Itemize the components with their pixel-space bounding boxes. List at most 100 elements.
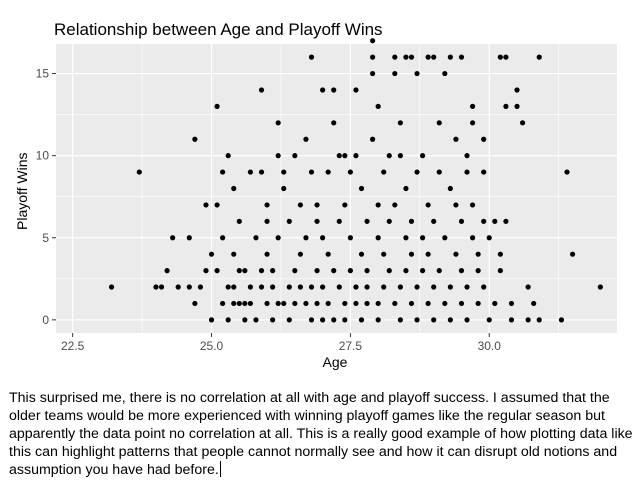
data-point <box>336 153 342 159</box>
data-point <box>458 218 465 224</box>
data-point <box>314 202 320 208</box>
commentary-text: This surprised me, there is no correlati… <box>9 390 633 478</box>
data-point <box>525 317 531 323</box>
chart-svg: 0 5 10 15 22.5 25.0 27.5 30.0 <box>36 38 617 353</box>
data-point <box>186 235 192 241</box>
data-point <box>320 317 326 323</box>
data-point <box>514 103 520 109</box>
data-point <box>370 54 376 60</box>
data-point <box>403 235 409 241</box>
data-point <box>314 300 320 307</box>
data-point <box>381 284 387 290</box>
data-point <box>220 300 226 307</box>
data-point <box>503 54 509 60</box>
data-point <box>308 54 315 60</box>
data-point <box>247 284 254 290</box>
data-point <box>331 317 337 323</box>
data-point <box>258 169 265 175</box>
data-point <box>358 317 365 323</box>
data-point <box>258 268 265 274</box>
data-point <box>320 87 326 93</box>
data-point <box>408 218 415 224</box>
data-point <box>375 317 381 323</box>
data-point <box>186 284 192 290</box>
data-point <box>381 251 387 257</box>
data-point <box>447 185 453 192</box>
data-point <box>253 235 259 241</box>
data-point <box>469 120 476 126</box>
data-point <box>270 284 276 290</box>
data-point <box>247 169 254 175</box>
data-point <box>220 169 226 175</box>
data-point <box>481 136 487 142</box>
data-point <box>453 136 459 142</box>
commentary-textbox[interactable]: This surprised me, there is no correlati… <box>9 389 633 479</box>
data-point <box>558 317 565 323</box>
data-point <box>442 300 448 307</box>
data-point <box>158 284 165 290</box>
data-point <box>308 169 315 175</box>
data-point <box>286 218 292 224</box>
data-point <box>303 235 309 241</box>
data-point <box>431 284 437 290</box>
data-point <box>192 136 198 142</box>
data-point <box>281 185 287 192</box>
data-point <box>453 202 459 208</box>
data-point <box>481 169 487 175</box>
data-point <box>397 317 403 323</box>
y-axis: 0 5 10 15 <box>36 67 56 327</box>
data-point <box>508 300 515 307</box>
data-point <box>425 251 431 257</box>
data-point <box>386 218 392 224</box>
data-point <box>220 235 226 241</box>
data-point <box>397 120 403 126</box>
data-point <box>475 300 481 307</box>
y-tick-label: 10 <box>36 149 50 163</box>
data-point <box>458 54 465 60</box>
data-point <box>303 136 309 142</box>
scatter-chart: 0 5 10 15 22.5 25.0 27.5 30.0 Relationship bet… <box>14 20 617 370</box>
data-point <box>353 284 359 290</box>
data-point <box>347 169 353 175</box>
data-point <box>314 218 320 224</box>
data-point <box>270 268 276 274</box>
data-point <box>303 300 309 307</box>
data-point <box>364 268 370 274</box>
data-point <box>375 300 381 307</box>
data-point <box>347 268 353 274</box>
y-tick-label: 5 <box>42 231 49 245</box>
data-points <box>108 38 603 323</box>
data-point <box>347 235 353 241</box>
x-axis-label: Age <box>322 354 348 370</box>
data-point <box>370 70 376 77</box>
data-point <box>342 202 348 208</box>
minor-gridlines <box>56 44 617 333</box>
data-point <box>175 284 181 290</box>
data-point <box>236 300 242 307</box>
data-point <box>292 153 298 159</box>
data-point <box>375 103 381 109</box>
data-point <box>431 317 437 323</box>
data-point <box>258 284 265 290</box>
data-point <box>503 103 509 109</box>
data-point <box>514 87 520 93</box>
data-point <box>414 169 420 175</box>
data-point <box>286 317 292 323</box>
data-point <box>225 317 231 323</box>
data-point <box>497 54 503 60</box>
data-point <box>486 317 492 323</box>
data-point <box>569 251 576 257</box>
data-point <box>214 103 220 109</box>
data-point <box>397 153 403 159</box>
data-point <box>342 317 348 323</box>
data-point <box>481 218 487 224</box>
data-point <box>436 268 442 274</box>
data-point <box>286 284 292 290</box>
data-point <box>481 284 487 290</box>
y-tick-label: 0 <box>42 313 49 327</box>
data-point <box>258 87 265 93</box>
data-point <box>564 169 570 175</box>
y-tick-label: 15 <box>36 67 50 81</box>
data-point <box>320 284 326 290</box>
data-point <box>431 54 437 60</box>
